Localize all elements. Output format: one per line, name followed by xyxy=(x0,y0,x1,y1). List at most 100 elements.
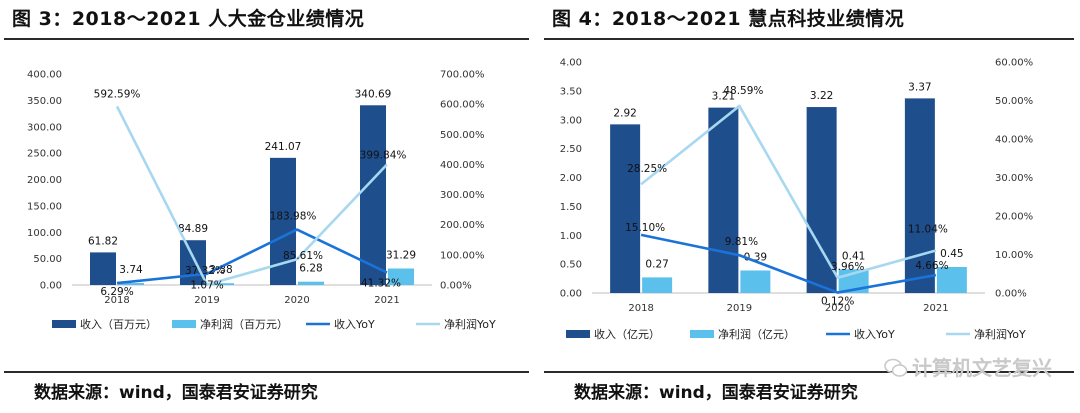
data-label-net-profit-yoy: 85.61% xyxy=(283,250,323,262)
bar-net-profit xyxy=(118,283,144,285)
y-axis-left-tick: 0.50 xyxy=(560,260,582,271)
bar-revenue xyxy=(708,107,739,293)
x-axis-tick: 2021 xyxy=(923,303,948,314)
line-revenue-yoy xyxy=(640,233,937,294)
data-source-note: 数据来源：wind，国泰君安证券研究 xyxy=(574,383,858,403)
data-label-revenue: 61.82 xyxy=(88,235,118,247)
y-axis-right-tick: 10.00% xyxy=(995,250,1033,261)
data-label-net-profit: 0.45 xyxy=(940,248,963,260)
bar-net-profit xyxy=(936,267,967,293)
title-divider xyxy=(544,38,1074,40)
bar-net-profit xyxy=(388,268,414,285)
y-axis-right-tick: 30.00% xyxy=(995,173,1033,184)
legend-swatch xyxy=(566,330,590,338)
legend-label: 收入YoY xyxy=(334,317,375,331)
data-label-revenue: 3.37 xyxy=(908,81,931,93)
legend-label: 收入YoY xyxy=(854,327,895,341)
data-label-net-profit: 3.74 xyxy=(119,264,143,276)
x-axis-tick: 2019 xyxy=(194,295,219,306)
y-axis-left-tick: 2.50 xyxy=(560,144,582,155)
y-axis-right-tick: 300.00% xyxy=(440,190,485,201)
y-axis-left-tick: 350.00 xyxy=(27,96,62,107)
data-label-net-profit-yoy: 592.59% xyxy=(94,88,141,100)
data-label-net-profit: 31.29 xyxy=(386,249,416,261)
bar-revenue xyxy=(806,107,837,293)
y-axis-left-tick: 250.00 xyxy=(27,149,62,160)
data-label-revenue-yoy: 37.32% xyxy=(185,265,225,277)
legend-label: 净利润（亿元） xyxy=(718,327,795,341)
y-axis-right-tick: 500.00% xyxy=(440,130,485,141)
data-label-revenue: 3.22 xyxy=(810,90,833,102)
data-label-net-profit-yoy: 11.04% xyxy=(908,223,948,235)
data-label-revenue-yoy: 9.81% xyxy=(725,236,758,248)
y-axis-right-tick: 60.00% xyxy=(995,58,1033,69)
data-label-net-profit-yoy: 28.25% xyxy=(627,163,667,175)
x-axis-tick: 2018 xyxy=(104,295,129,306)
legend-label: 净利润YoY xyxy=(444,317,496,331)
bar-revenue xyxy=(904,98,935,293)
data-label-revenue-yoy: 4.66% xyxy=(915,260,948,272)
bar-revenue xyxy=(610,124,641,294)
bar-revenue xyxy=(180,240,206,285)
data-label-net-profit: 0.39 xyxy=(744,251,767,263)
data-label-revenue: 2.92 xyxy=(613,107,636,119)
chart-panel-kingbase: 图 3：2018～2021 人大金仓业绩情况 0.00 50.00 100.00 15… xyxy=(0,0,535,413)
watermark: 计算机文艺复兴 xyxy=(884,352,1052,381)
y-axis-left-tick: 50.00 xyxy=(33,254,62,265)
y-axis-left-tick: 400.00 xyxy=(27,70,62,81)
y-axis-right-tick: 40.00% xyxy=(995,135,1033,146)
y-axis-left-tick: 300.00 xyxy=(27,122,62,133)
data-label-revenue-yoy: 183.98% xyxy=(270,211,317,223)
y-axis-left-tick: 0.00 xyxy=(40,281,62,292)
y-axis-left-tick: 200.00 xyxy=(27,175,62,186)
legend-label: 净利润（百万元） xyxy=(200,317,288,331)
data-label-revenue-yoy: 0.12% xyxy=(821,296,854,308)
chart-huidian: 0.00 0.50 1.00 1.50 2.00 2.50 3.00 3.50 4.00 0.00… xyxy=(560,58,1033,342)
data-label-net-profit-yoy: 48.59% xyxy=(723,85,763,97)
bar-net-profit xyxy=(298,281,324,285)
y-axis-left-tick: 4.00 xyxy=(560,58,582,69)
y-axis-right-tick: 200.00% xyxy=(440,220,485,231)
data-label-net-profit: 3.38 xyxy=(209,264,232,276)
data-label-net-profit: 6.28 xyxy=(299,263,322,275)
y-axis-left-tick: 3.00 xyxy=(560,115,582,126)
x-axis-tick: 2020 xyxy=(825,303,850,314)
y-axis-right-tick: 100.00% xyxy=(440,250,485,261)
bar-revenue xyxy=(90,252,116,285)
line-net-profit-yoy xyxy=(115,105,388,286)
line-net-profit-yoy xyxy=(640,104,937,280)
y-axis-left-tick: 100.00 xyxy=(27,228,62,239)
data-label-revenue: 84.89 xyxy=(178,223,208,235)
y-axis-right-tick: 50.00% xyxy=(995,96,1033,107)
legend-label: 收入（亿元） xyxy=(594,327,660,341)
chart-title: 图 3：2018～2021 人大金仓业绩情况 xyxy=(12,8,365,30)
data-label-net-profit: 0.41 xyxy=(842,250,865,262)
y-axis-right-tick: 600.00% xyxy=(440,100,485,111)
chart-kingbase: 0.00 50.00 100.00 150.00 200.00 250.00 300.00 3… xyxy=(27,70,496,332)
title-divider xyxy=(4,38,529,40)
y-axis-left-tick: 1.50 xyxy=(560,202,582,213)
x-axis-tick: 2019 xyxy=(727,303,752,314)
legend-swatch xyxy=(52,320,76,328)
chart-panel-huidian: 图 4：2018～2021 慧点科技业绩情况 0.00 0.50 1.00 1.50 2… xyxy=(540,0,1080,413)
legend-label: 净利润YoY xyxy=(974,327,1026,341)
watermark-text: 计算机文艺复兴 xyxy=(912,356,1052,380)
y-axis-left-tick: 2.00 xyxy=(560,173,582,184)
y-axis-right-tick: 700.00% xyxy=(440,70,485,81)
legend-swatch xyxy=(690,330,714,338)
x-axis-tick: 2020 xyxy=(284,295,309,306)
bar-net-profit xyxy=(642,277,673,293)
line-revenue-yoy xyxy=(116,228,388,285)
y-axis-right-tick: 0.00% xyxy=(440,281,472,292)
data-label-net-profit: 0.27 xyxy=(645,258,668,270)
data-label-revenue: 3.21 xyxy=(712,91,735,103)
y-axis-right-tick: 0.00% xyxy=(995,289,1027,300)
chart-title: 图 4：2018～2021 慧点科技业绩情况 xyxy=(552,8,905,30)
data-label-revenue-yoy: 6.29% xyxy=(100,286,133,298)
data-label-revenue: 241.07 xyxy=(265,141,302,153)
x-axis-tick: 2021 xyxy=(374,295,399,306)
legend-label: 收入（百万元） xyxy=(80,317,157,331)
y-axis-right-tick: 400.00% xyxy=(440,160,485,171)
y-axis-left-tick: 0.00 xyxy=(560,289,582,300)
data-label-revenue-yoy: 15.10% xyxy=(625,222,665,234)
